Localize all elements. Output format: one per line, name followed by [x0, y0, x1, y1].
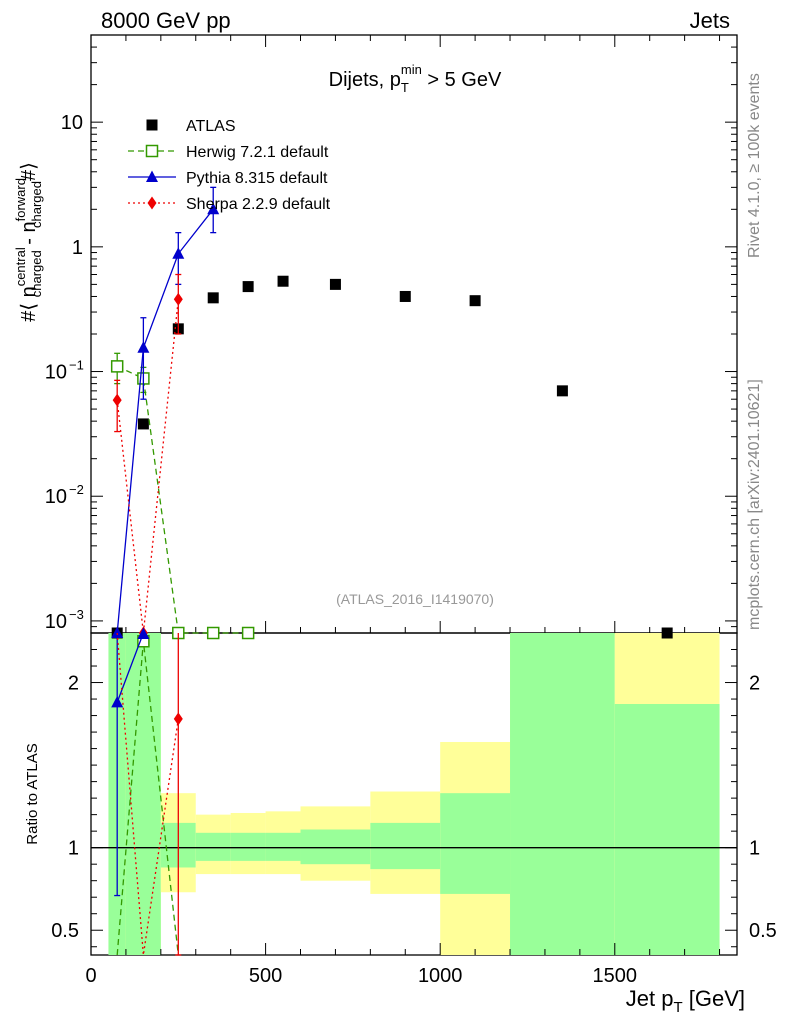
- main-title-sub: T: [401, 80, 409, 95]
- xlabel-sub: T: [673, 999, 682, 1016]
- ylabel-sup1: central: [13, 247, 28, 286]
- main-series-line-1: [116, 365, 249, 634]
- legend-marker-0: [146, 119, 158, 131]
- header-right-label: Jets: [689, 8, 730, 33]
- ratio-y-tick-label-right-1: 1: [749, 838, 760, 860]
- ratio-band-inner-4: [230, 832, 266, 861]
- x-tick-label-0: 0: [85, 965, 96, 987]
- x-tick-label-1000: 1000: [418, 965, 463, 987]
- legend-label-3: Sherpa 2.2.9 default: [186, 196, 331, 213]
- main-series-3: [112, 273, 183, 640]
- x-tick-label-500: 500: [249, 965, 282, 987]
- main-watermark: (ATLAS_2016_I1419070): [336, 591, 494, 607]
- main-y-axis-label: #⟨ ncentralcharged - nforwardcharged#⟩: [13, 162, 44, 322]
- main-point-offscale: [661, 627, 673, 639]
- ratio-point: [173, 712, 183, 726]
- ratio-panel-frame: [90, 632, 738, 956]
- ratio-y-tick-label-left-2: 2: [68, 673, 79, 695]
- main-y-tick-label-base-0: 10: [45, 611, 67, 633]
- ratio-series-2: [116, 632, 183, 956]
- main-point: [207, 292, 219, 304]
- ratio-band-inner-9: [510, 633, 615, 955]
- ylabel-sup2: forward: [13, 178, 28, 221]
- ylabel-part1: #⟨ n: [18, 286, 40, 322]
- ratio-band-inner-3: [195, 832, 231, 861]
- ratio-band-inner-6: [300, 829, 371, 865]
- ratio-y-tick-label-left-1: 1: [68, 838, 79, 860]
- ylabel-part3: #⟩: [18, 162, 40, 181]
- ratio-y-tick-label-right-2: 2: [749, 673, 760, 695]
- main-title-prefix: Dijets, p: [329, 69, 401, 91]
- main-series-2: [111, 186, 220, 638]
- ratio-band-inner-8: [440, 793, 511, 894]
- main-point: [277, 275, 289, 287]
- main-y-tick-label-base-2: 10: [45, 362, 67, 384]
- legend: ATLAS Herwig 7.2.1 default Pythia 8.315 de…: [128, 118, 331, 213]
- main-point: [137, 341, 150, 353]
- main-title-suffix: > 5 GeV: [422, 69, 502, 91]
- ratio-series-line-1: [116, 632, 144, 703]
- main-point: [469, 295, 481, 307]
- x-tick-label-1500: 1500: [593, 965, 638, 987]
- ratio-y-tick-label-left-0.5: 0.5: [51, 920, 79, 942]
- main-series-0: [111, 275, 673, 639]
- ratio-point: [137, 627, 150, 639]
- legend-label-1: Herwig 7.2.1 default: [186, 144, 329, 161]
- main-y-tick-label-exp-1: −2: [69, 482, 84, 497]
- main-point: [329, 278, 341, 290]
- main-y-tick-label-exp-2: −1: [69, 358, 84, 373]
- main-point: [399, 290, 411, 302]
- main-point: [173, 292, 183, 306]
- main-point-offscale: [111, 626, 124, 638]
- ratio-y-tick-label-right-0.5: 0.5: [749, 920, 777, 942]
- main-title: Dijets, pTmin > 5 GeV: [329, 62, 502, 95]
- ratio-band-inner-10: [614, 704, 720, 955]
- main-series-1: [110, 352, 255, 640]
- ratio-band-inner-7: [370, 822, 441, 870]
- x-axis-label: Jet pT [GeV]: [626, 986, 745, 1016]
- ratio-series-1: [111, 627, 150, 897]
- ratio-band-inner-5: [265, 832, 301, 861]
- ylabel-sub1: charged: [29, 250, 44, 297]
- main-point: [556, 385, 568, 397]
- main-y-tick-label-3: 1: [72, 237, 83, 259]
- main-point-offscale: [206, 626, 220, 640]
- main-point: [112, 393, 122, 407]
- main-point: [207, 202, 220, 215]
- legend-marker-3: [147, 196, 157, 210]
- main-point: [110, 360, 124, 373]
- ratio-point: [111, 695, 124, 708]
- main-series-line-2: [116, 208, 214, 634]
- main-y-tick-label-4: 10: [61, 112, 83, 134]
- ylabel-sub2: charged: [29, 181, 44, 228]
- main-point: [242, 281, 254, 293]
- main-point: [172, 247, 185, 259]
- legend-label-0: ATLAS: [186, 118, 236, 135]
- main-point: [137, 418, 149, 430]
- main-series-line-3: [116, 299, 179, 634]
- main-y-tick-label-base-1: 10: [45, 486, 67, 508]
- main-y-tick-label-exp-0: −3: [69, 607, 84, 622]
- header-left-label: 8000 GeV pp: [101, 8, 231, 33]
- main-title-sup: min: [401, 62, 422, 77]
- legend-label-2: Pythia 8.315 default: [186, 170, 328, 187]
- ratio-y-axis-label: Ratio to ATLAS: [24, 743, 41, 844]
- legend-marker-2: [146, 170, 158, 182]
- xlabel-unit: [GeV]: [683, 986, 745, 1011]
- xlabel-main: Jet p: [626, 986, 674, 1011]
- main-point-offscale: [241, 626, 255, 640]
- legend-marker-1: [145, 144, 159, 158]
- ylabel-part2: - n: [18, 221, 40, 250]
- ratio-band-inner-1: [125, 633, 161, 955]
